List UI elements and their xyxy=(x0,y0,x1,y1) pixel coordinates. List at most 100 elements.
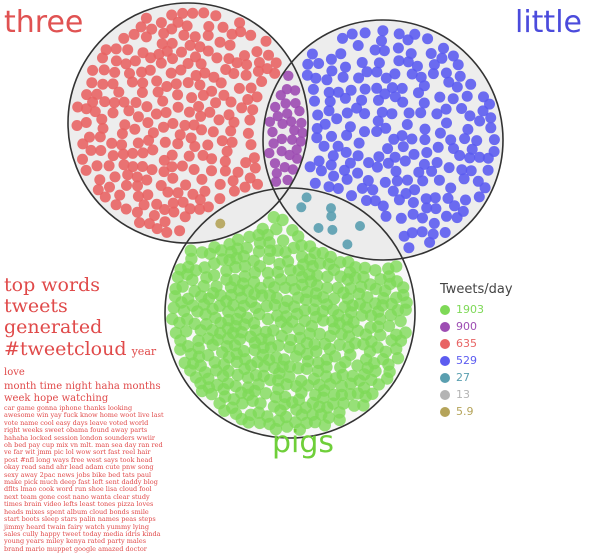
dot-three xyxy=(127,147,139,159)
dot-little xyxy=(369,195,381,207)
dot-little xyxy=(351,102,363,114)
dot-pigs xyxy=(197,298,211,311)
word-cloud-line-1: top words tweets xyxy=(4,274,100,317)
dot-three xyxy=(100,44,112,56)
dot-little xyxy=(462,123,474,135)
dot-pigs xyxy=(169,326,183,340)
dot-three xyxy=(194,203,206,215)
dot-little xyxy=(440,67,452,79)
dot-three xyxy=(141,101,153,113)
dot-little xyxy=(315,165,327,177)
dot-little xyxy=(409,184,421,196)
dot-pigs xyxy=(271,374,285,387)
dot-pigs xyxy=(297,258,310,271)
dot-pigs xyxy=(295,386,308,399)
dot-little xyxy=(398,230,410,242)
dot-little xyxy=(321,74,333,86)
dot-little xyxy=(485,112,497,124)
dot-pigs xyxy=(253,260,267,273)
dot-three xyxy=(159,216,171,228)
dot-three xyxy=(182,77,194,89)
dot-three xyxy=(157,95,169,107)
word-cloud: top words tweets generated #tweetcloud y… xyxy=(4,275,164,553)
dot-pigs xyxy=(171,270,185,284)
dot-pigs xyxy=(332,309,345,322)
dot-three-little xyxy=(276,146,287,157)
dot-little xyxy=(397,96,409,108)
dot-three xyxy=(126,76,138,88)
dot-pigs xyxy=(342,341,355,354)
dot-pigs xyxy=(320,298,333,311)
dot-little xyxy=(382,143,394,155)
dot-little xyxy=(466,143,478,155)
dot-little xyxy=(371,161,383,173)
dot-little xyxy=(406,133,418,145)
dot-pigs xyxy=(391,352,405,365)
dot-little xyxy=(326,65,338,77)
dot-three xyxy=(179,119,191,131)
legend-swatch xyxy=(440,304,450,315)
dot-three-little xyxy=(282,108,293,119)
dot-three xyxy=(223,53,235,65)
dot-three xyxy=(244,114,256,126)
dot-little xyxy=(377,25,389,37)
dot-little xyxy=(417,175,429,187)
dot-three xyxy=(99,96,111,108)
dot-little-pigs xyxy=(355,221,365,231)
dot-little xyxy=(460,194,471,206)
dot-three xyxy=(94,131,106,143)
dot-three xyxy=(207,126,219,138)
dot-three xyxy=(214,193,226,205)
dot-little xyxy=(309,95,320,107)
dot-little xyxy=(427,228,439,240)
dot-three xyxy=(210,10,222,22)
dot-pigs xyxy=(309,388,322,401)
dot-three xyxy=(136,87,148,98)
dot-three xyxy=(152,86,164,98)
dot-little xyxy=(340,61,351,73)
dot-three xyxy=(106,137,118,149)
dot-pigs xyxy=(383,277,397,291)
dot-three xyxy=(206,153,218,165)
legend-title: Tweets/day xyxy=(440,282,513,297)
dot-three xyxy=(226,28,238,40)
dot-little xyxy=(326,130,337,142)
dot-three xyxy=(97,122,109,134)
dot-three-little xyxy=(283,70,294,82)
dot-three xyxy=(184,39,196,51)
dot-three xyxy=(172,89,184,101)
dot-little xyxy=(371,126,383,137)
dot-little xyxy=(447,93,459,105)
dot-three-little xyxy=(287,164,299,175)
dot-pigs xyxy=(252,406,265,419)
dot-pigs xyxy=(253,416,266,430)
dot-little xyxy=(397,141,409,153)
dot-three xyxy=(174,129,186,141)
dot-three-little xyxy=(290,98,301,109)
legend-swatch xyxy=(440,338,450,349)
dot-three xyxy=(81,89,93,101)
dot-little xyxy=(367,184,379,196)
dot-three xyxy=(167,197,179,209)
dot-three xyxy=(80,103,92,115)
dot-little xyxy=(403,242,415,254)
dot-pigs xyxy=(335,379,348,393)
dot-little xyxy=(332,140,344,152)
dot-pigs xyxy=(320,360,333,374)
dot-three xyxy=(217,21,229,33)
dot-three xyxy=(87,64,99,76)
dot-pigs xyxy=(214,326,227,340)
dot-three xyxy=(148,210,160,221)
dot-three xyxy=(86,77,98,89)
dot-little xyxy=(344,157,356,169)
dot-little xyxy=(441,117,452,129)
dot-little xyxy=(386,82,398,94)
dot-three xyxy=(137,77,149,89)
dot-little xyxy=(380,122,392,134)
dot-three xyxy=(135,21,147,33)
dot-little xyxy=(332,183,344,194)
legend-item: 27 xyxy=(440,369,513,386)
dot-pigs xyxy=(376,299,389,312)
dot-little xyxy=(403,107,415,119)
dot-little xyxy=(464,110,476,122)
